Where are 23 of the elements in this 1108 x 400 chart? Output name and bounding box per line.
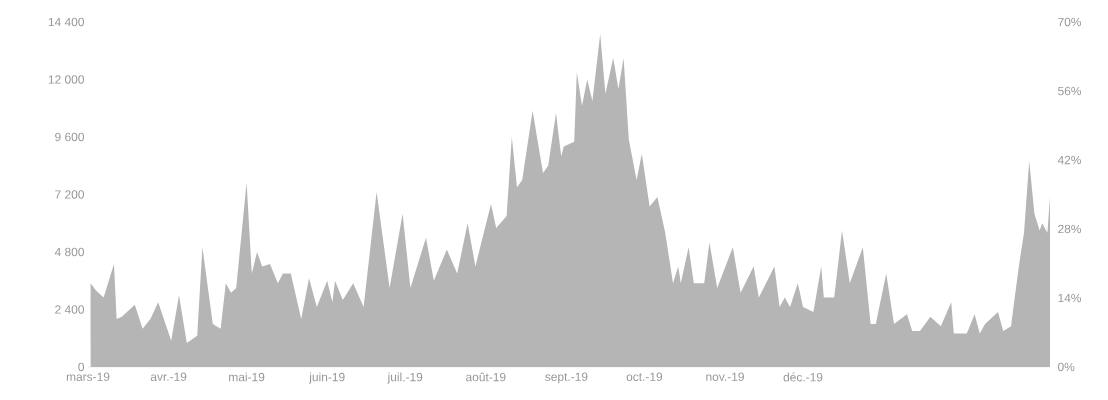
x-tick-label: oct.-19 — [626, 372, 663, 381]
y2-tick-label: 0% — [1058, 362, 1075, 372]
y2-tick-label: 14% — [1058, 293, 1082, 303]
y2-tick-label: 56% — [1058, 86, 1082, 96]
x-tick-label: mars-19 — [66, 372, 110, 381]
y-tick-label: 14 400 — [48, 17, 84, 27]
y2-tick-label: 28% — [1058, 224, 1082, 234]
y-tick-label: 7 200 — [55, 190, 84, 199]
x-tick-label: mai-19 — [229, 372, 265, 382]
x-tick-label: août-19 — [466, 372, 506, 382]
y-tick-label: 9 600 — [55, 132, 84, 142]
x-tick-label: juin-19 — [308, 372, 345, 384]
x-tick-label: avr.-19 — [150, 372, 187, 381]
y2-tick-label: 70% — [1058, 17, 1082, 27]
y-tick-label: 0 — [78, 362, 85, 372]
x-tick-label: sept.-19 — [545, 372, 588, 384]
y-tick-label: 2 400 — [55, 305, 84, 314]
x-tick-label: juil.-19 — [387, 372, 423, 384]
y-tick-label: 12 000 — [48, 75, 84, 84]
x-tick-label: nov.-19 — [706, 372, 744, 381]
y-tick-label: 4 800 — [54, 247, 84, 257]
x-tick-label: déc.-19 — [783, 372, 823, 382]
y2-tick-label: 42% — [1057, 155, 1082, 165]
